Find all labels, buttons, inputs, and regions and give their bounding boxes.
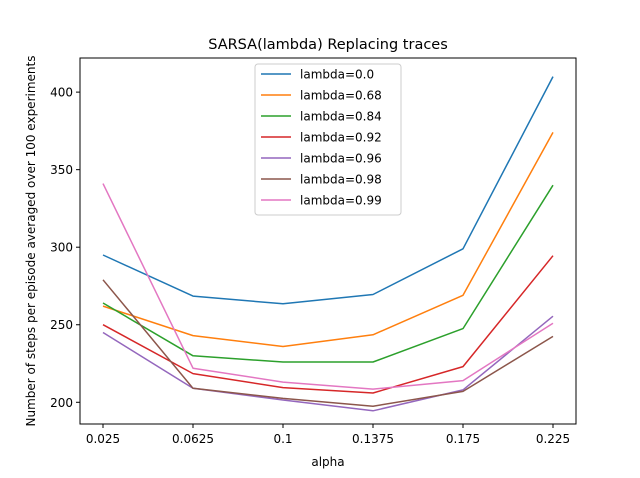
axes-frame xyxy=(79,57,577,425)
y-tick-label: 200 xyxy=(50,396,73,410)
chart-title: SARSA(lambda) Replacing traces xyxy=(208,37,448,53)
x-axis-ticks: 0.025 0.0625 0.1 0.1375 0.175 0.225 xyxy=(86,424,570,446)
y-tick-label: 250 xyxy=(50,318,73,332)
x-tick-label: 0.225 xyxy=(536,432,570,446)
legend-label: lambda=0.96 xyxy=(300,152,382,166)
x-tick-label: 0.025 xyxy=(86,432,120,446)
y-tick-label: 350 xyxy=(50,163,73,177)
y-tick-label: 300 xyxy=(50,241,73,255)
legend-label: lambda=0.0 xyxy=(300,68,374,82)
x-tick-label: 0.0625 xyxy=(172,432,214,446)
y-tick-label: 400 xyxy=(50,86,73,100)
x-tick-label: 0.1 xyxy=(273,432,292,446)
y-axis-label: Number of steps per episode averaged ove… xyxy=(24,56,38,427)
x-tick-label: 0.1375 xyxy=(352,432,394,446)
legend-label: lambda=0.92 xyxy=(300,131,382,145)
legend-label: lambda=0.68 xyxy=(300,89,382,103)
series-line-lambda-0_96 xyxy=(102,315,554,412)
legend-label: lambda=0.84 xyxy=(300,110,382,124)
series-line-lambda-0_99 xyxy=(102,183,554,390)
legend: lambda=0.0 lambda=0.68 lambda=0.84 lambda=0… xyxy=(254,63,402,216)
x-tick-label: 0.175 xyxy=(446,432,480,446)
series-line-lambda-0_84 xyxy=(102,184,554,363)
y-axis-ticks: 200 250 300 350 400 xyxy=(50,86,80,410)
x-axis-label: alpha xyxy=(311,455,344,469)
series-line-lambda-0_0 xyxy=(102,76,554,305)
plot-area xyxy=(102,76,554,412)
legend-label: lambda=0.99 xyxy=(300,194,382,208)
series-line-lambda-0_98 xyxy=(102,279,554,407)
series-line-lambda-0_92 xyxy=(102,255,554,394)
series-line-lambda-0_68 xyxy=(102,132,554,348)
legend-box xyxy=(254,63,402,216)
legend-label: lambda=0.98 xyxy=(300,173,382,187)
